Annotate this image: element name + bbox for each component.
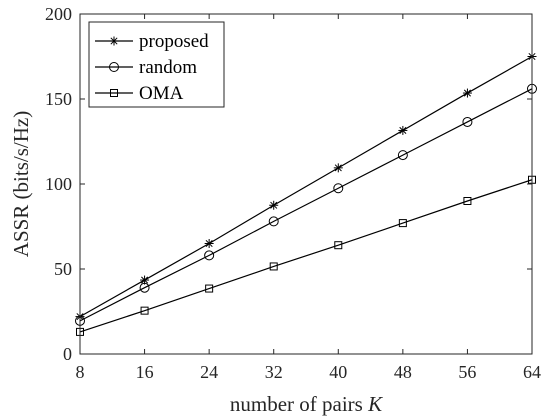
data-point	[139, 282, 150, 293]
series-line	[79, 55, 533, 318]
data-point	[462, 88, 472, 98]
y-tick-label: 0	[63, 344, 72, 364]
data-point	[398, 219, 407, 228]
data-point	[140, 275, 150, 285]
y-axis-title: ASSR (bits/s/Hz)	[9, 111, 33, 257]
y-tick-label: 50	[54, 259, 72, 279]
data-point	[397, 150, 408, 161]
series-line	[79, 88, 533, 322]
y-tick-label: 150	[45, 89, 72, 109]
legend-item-proposed: proposed	[95, 31, 209, 52]
y-tick-label: 200	[45, 4, 72, 24]
legend-item-OMA: OMA	[95, 83, 184, 104]
data-point	[204, 250, 215, 261]
data-point	[462, 116, 473, 127]
legend-marker	[109, 36, 119, 46]
ticks-layer: 8 16 24 32 40 48 56 64 0 50 100 150 200	[45, 4, 541, 382]
data-point	[204, 239, 214, 248]
series-line	[79, 179, 533, 333]
data-point	[269, 262, 278, 271]
data-point	[398, 125, 408, 135]
x-tick-label: 48	[394, 362, 412, 382]
data-point	[205, 284, 214, 293]
legend-label: proposed	[139, 31, 209, 52]
data-point	[140, 306, 149, 315]
data-point	[463, 197, 472, 205]
x-tick-label: 16	[136, 362, 154, 382]
legend-label: OMA	[139, 83, 184, 104]
legend-marker	[110, 89, 118, 97]
y-tick-label: 100	[45, 174, 72, 194]
data-point	[334, 241, 343, 250]
legend-label: random	[139, 57, 197, 78]
x-tick-label: 40	[329, 362, 347, 382]
series-proposed	[75, 52, 537, 322]
x-tick-label: 32	[265, 362, 283, 382]
x-tick-label: 24	[200, 362, 218, 382]
x-tick-label: 64	[523, 362, 541, 382]
legend-item-random: random	[95, 57, 197, 78]
legend: proposed random OMA	[88, 21, 225, 108]
x-axis-title: number of pairs K	[230, 392, 383, 416]
x-axis-title-text: number of pairs	[230, 392, 363, 416]
series-layer	[75, 52, 537, 336]
legend-marker	[109, 62, 119, 72]
data-point	[268, 216, 279, 227]
data-point	[333, 163, 343, 173]
x-axis-title-variable: K	[367, 392, 383, 416]
data-point	[269, 200, 279, 210]
data-point	[333, 183, 344, 194]
x-tick-label: 56	[458, 362, 476, 382]
x-tick-label: 8	[76, 362, 85, 382]
